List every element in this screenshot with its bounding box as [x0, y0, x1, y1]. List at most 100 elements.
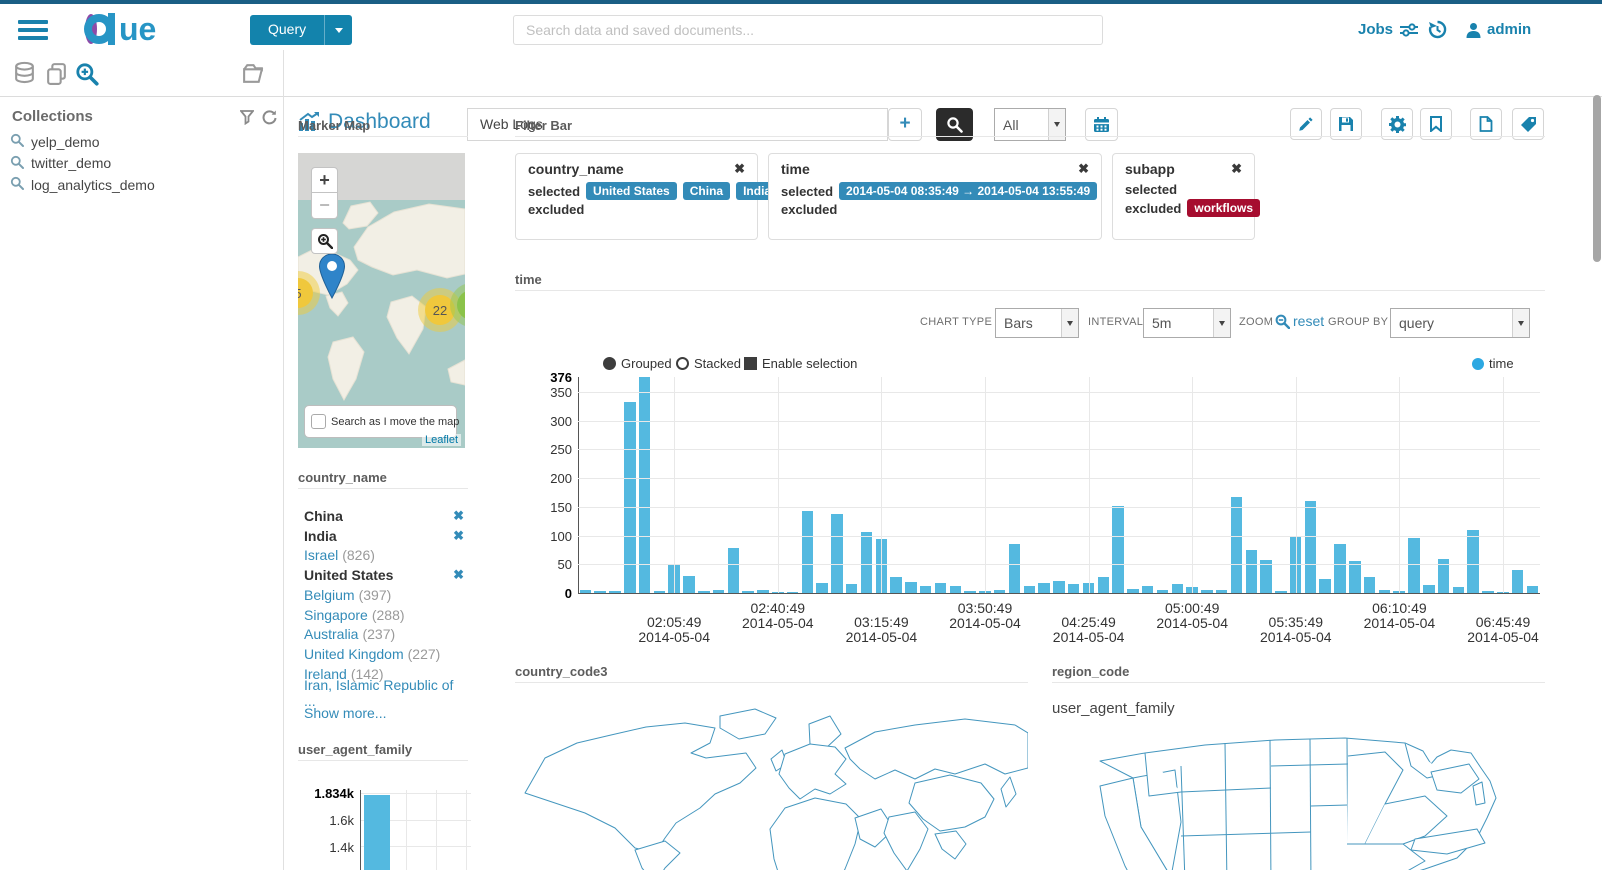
facet-value-link[interactable]: Israel: [304, 547, 339, 564]
filter-funnel-icon[interactable]: [240, 110, 254, 125]
bar[interactable]: [1363, 576, 1376, 593]
filter-remove-icon[interactable]: ✖: [1231, 161, 1242, 176]
bar[interactable]: [831, 514, 843, 593]
bar[interactable]: [1378, 589, 1391, 593]
map-cluster[interactable]: 5: [298, 271, 320, 315]
index-source-box[interactable]: Web Logs: [467, 108, 597, 141]
mode-stacked-radio[interactable]: Stacked: [676, 356, 741, 371]
show-more-link[interactable]: Show more...: [304, 705, 387, 721]
bar[interactable]: [653, 591, 666, 593]
world-gradient-map[interactable]: [515, 698, 1028, 870]
bar[interactable]: [1186, 587, 1198, 593]
search-app-icon[interactable]: [74, 61, 100, 87]
chart-legend[interactable]: time: [1472, 356, 1514, 371]
us-gradient-map[interactable]: [1085, 726, 1515, 870]
bar[interactable]: [1171, 584, 1184, 593]
bar[interactable]: [594, 591, 606, 593]
bar[interactable]: [1201, 589, 1213, 593]
bar[interactable]: [1423, 584, 1435, 593]
zoom-reset-control[interactable]: reset: [1275, 313, 1324, 329]
map-zoom-search-button[interactable]: [311, 228, 338, 254]
facet-show-more[interactable]: Show more...: [304, 703, 464, 723]
bar[interactable]: [1408, 538, 1420, 593]
new-document-button[interactable]: [1470, 108, 1502, 140]
bar[interactable]: [979, 591, 991, 593]
bar[interactable]: [1349, 561, 1361, 593]
mode-grouped-radio[interactable]: Grouped: [603, 356, 672, 371]
bar[interactable]: [1023, 586, 1036, 593]
database-icon[interactable]: [12, 61, 37, 86]
map-zoom-in-button[interactable]: +: [311, 167, 338, 193]
bar[interactable]: [1127, 588, 1139, 593]
bar[interactable]: [1038, 583, 1050, 593]
bar[interactable]: [1393, 591, 1405, 593]
collection-select[interactable]: All: [994, 108, 1066, 141]
query-button-label[interactable]: Query: [250, 15, 325, 45]
map-zoom-out-button[interactable]: −: [311, 193, 338, 219]
bar[interactable]: [993, 589, 1006, 593]
bar[interactable]: [1156, 590, 1169, 593]
bar[interactable]: [1141, 585, 1154, 593]
settings-button[interactable]: [1381, 108, 1413, 140]
vertical-scrollbar-thumb[interactable]: [1593, 95, 1601, 262]
map-cluster[interactable]: 2: [450, 283, 465, 327]
collection-item[interactable]: yelp_demo: [10, 133, 100, 150]
bar[interactable]: [905, 581, 917, 593]
enable-selection-checkbox[interactable]: Enable selection: [744, 356, 857, 371]
bar[interactable]: [1319, 578, 1331, 593]
history-icon[interactable]: [1428, 20, 1447, 44]
map-marker-pin[interactable]: [318, 253, 346, 299]
facet-value-link[interactable]: Australia: [304, 626, 359, 643]
bar[interactable]: [1082, 583, 1095, 593]
leaflet-attribution-link[interactable]: Leaflet: [421, 434, 461, 446]
search-as-move-checkbox[interactable]: [311, 414, 326, 429]
search-button[interactable]: [936, 108, 973, 141]
facet-value-link[interactable]: Belgium: [304, 586, 355, 603]
facet-value-link[interactable]: Ireland: [304, 665, 347, 682]
filter-remove-icon[interactable]: ✖: [1078, 161, 1089, 176]
facet-value-link[interactable]: Singapore: [304, 606, 368, 623]
bar[interactable]: [772, 591, 784, 593]
folder-icon[interactable]: [241, 61, 266, 86]
bar[interactable]: [860, 531, 873, 593]
bar[interactable]: [816, 582, 828, 593]
bar[interactable]: [801, 511, 814, 593]
bar[interactable]: [964, 591, 976, 593]
interval-select[interactable]: 5m: [1143, 308, 1231, 338]
bar[interactable]: [742, 591, 754, 593]
bar[interactable]: [638, 377, 651, 593]
add-query-button[interactable]: +: [888, 108, 922, 141]
bar[interactable]: [712, 590, 725, 593]
tags-button[interactable]: [1512, 108, 1544, 140]
time-filter-button[interactable]: [1085, 108, 1118, 141]
bar[interactable]: [624, 401, 636, 593]
bar[interactable]: [1097, 576, 1110, 593]
collection-item[interactable]: twitter_demo: [10, 155, 111, 172]
bar[interactable]: [1526, 586, 1539, 593]
facet-remove-icon[interactable]: ✖: [453, 527, 464, 543]
filter-value-pill[interactable]: United States: [586, 182, 677, 200]
bar[interactable]: [1482, 591, 1494, 593]
user-menu[interactable]: admin: [1466, 21, 1531, 38]
dashboard-query-input[interactable]: [596, 108, 888, 141]
bar[interactable]: [1511, 570, 1524, 593]
edit-dashboard-button[interactable]: [1290, 108, 1322, 140]
bar[interactable]: [1112, 505, 1124, 593]
bar[interactable]: [1467, 529, 1479, 593]
hamburger-menu-icon[interactable]: [18, 20, 48, 41]
bar[interactable]: [698, 591, 710, 593]
query-caret[interactable]: [324, 15, 353, 45]
bar[interactable]: [934, 583, 947, 593]
bar[interactable]: [668, 565, 680, 593]
filter-value-pill[interactable]: China: [682, 182, 731, 200]
group-by-select[interactable]: query: [1390, 308, 1530, 338]
bar[interactable]: [683, 576, 695, 593]
filter-value-pill[interactable]: India: [736, 182, 779, 200]
facet-remove-icon[interactable]: ✖: [453, 567, 464, 583]
bar[interactable]: [579, 590, 592, 593]
bar[interactable]: [1497, 591, 1509, 593]
bookmark-button[interactable]: [1420, 108, 1452, 140]
save-dashboard-button[interactable]: [1330, 108, 1362, 140]
bar[interactable]: [1260, 560, 1272, 593]
documents-icon[interactable]: [44, 61, 69, 86]
